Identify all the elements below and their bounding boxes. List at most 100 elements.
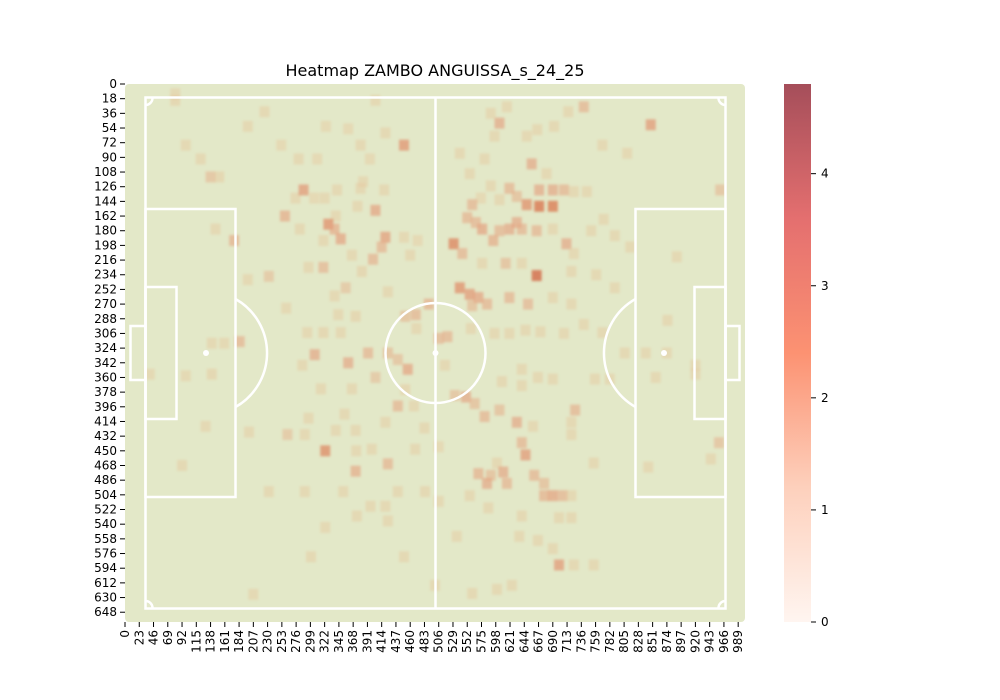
heatmap-cell <box>598 213 609 225</box>
heatmap-cell <box>671 251 682 263</box>
heatmap-cell <box>586 225 597 237</box>
corner-arc-bottom-left <box>145 599 154 609</box>
heatmap-cell <box>568 248 579 260</box>
heatmap-cell <box>449 389 460 401</box>
heatmap-cell <box>467 199 478 211</box>
heatmap-cell <box>521 130 532 142</box>
heatmap-cell <box>329 223 340 235</box>
heatmap-cell <box>516 380 527 392</box>
heatmap-cell <box>511 217 522 229</box>
heatmap-cell <box>170 88 181 100</box>
heatmap-cell <box>380 500 391 512</box>
x-tick-label: 759 <box>589 630 603 653</box>
heatmap-cell <box>400 384 411 396</box>
heatmap-cell <box>380 127 391 139</box>
heatmap-cell <box>650 371 661 383</box>
heatmap-cell <box>532 534 543 546</box>
heatmap-cell <box>263 486 274 498</box>
left-penalty-arc <box>234 297 269 409</box>
y-tick-label: 72 <box>102 136 117 150</box>
heatmap-cell <box>597 327 608 339</box>
heatmap-cell <box>366 443 377 455</box>
x-tick-label: 391 <box>360 630 374 653</box>
heatmap-cell <box>382 458 393 470</box>
heatmap-cell <box>609 230 620 242</box>
heatmap-cell <box>520 449 531 461</box>
x-axis: 0 23 46 69 92 115 138 161 184 207 230 253 276 299 322 3… <box>118 622 745 653</box>
x-tick-label: 529 <box>446 630 460 653</box>
heatmap-cell <box>563 106 574 118</box>
y-tick-label: 288 <box>94 312 117 326</box>
heatmap-cell <box>501 477 512 489</box>
heatmap-cell <box>382 347 393 359</box>
heatmap-cell <box>298 184 309 196</box>
y-tick-label: 180 <box>94 224 117 238</box>
x-tick-label: 414 <box>375 630 389 653</box>
centre-spot <box>432 350 439 356</box>
y-tick-label: 0 <box>109 77 117 91</box>
corner-arc-top-right <box>717 97 726 107</box>
heatmap-cell <box>339 408 350 420</box>
heatmap-cell <box>477 257 488 269</box>
x-tick-label: 667 <box>532 630 546 653</box>
x-tick-label: 115 <box>189 630 203 653</box>
heatmap-cell <box>379 184 390 196</box>
heatmap-cell <box>206 368 217 380</box>
heatmap-cell <box>370 204 381 216</box>
heatmap-cell <box>454 282 465 294</box>
heatmap-cell <box>343 123 354 135</box>
x-tick-label: 230 <box>261 630 275 653</box>
x-tick-label: 46 <box>147 630 161 645</box>
x-tick-label: 184 <box>232 630 246 653</box>
x-tick-label: 851 <box>646 630 660 653</box>
y-tick-label: 414 <box>94 414 117 428</box>
heatmap-cell <box>534 184 545 196</box>
heatmap-cell <box>350 465 361 477</box>
y-tick-label: 306 <box>94 326 117 340</box>
heatmap-cell <box>351 445 362 457</box>
colorbar-tick-label: 4 <box>821 167 829 181</box>
heatmap-cell <box>195 153 206 165</box>
x-tick-label: 161 <box>218 630 232 653</box>
heatmap-cell <box>333 309 344 321</box>
heatmap-cell <box>566 298 577 310</box>
y-tick-label: 594 <box>94 561 117 575</box>
heatmap-cell <box>382 286 393 298</box>
heatmap-cell <box>516 437 527 449</box>
heatmap-cell <box>516 510 527 522</box>
heatmap-cell <box>335 327 346 339</box>
heatmap-cell <box>662 314 673 326</box>
heatmap-cell <box>244 426 254 438</box>
colorbar-tick-label: 1 <box>821 503 829 517</box>
heatmap-cell <box>412 235 423 247</box>
y-tick-label: 216 <box>94 253 117 267</box>
heatmap-cell <box>516 363 527 375</box>
heatmap-cell <box>302 327 313 339</box>
y-tick-label: 54 <box>102 121 117 135</box>
x-tick-label: 276 <box>289 630 303 653</box>
heatmap-cell <box>514 530 525 542</box>
heatmap-cell <box>170 94 181 106</box>
heatmap-cell <box>609 282 620 294</box>
heatmap-cell <box>282 429 293 441</box>
heatmap-cell <box>713 437 724 449</box>
heatmap-cell <box>368 253 378 265</box>
y-tick-label: 504 <box>94 488 117 502</box>
heatmap-cell <box>392 354 403 366</box>
heatmap-cell <box>643 461 654 473</box>
heatmap-cell <box>470 217 481 229</box>
x-tick-label: 713 <box>560 630 574 653</box>
heatmap-cell <box>547 373 558 385</box>
heatmap-cell <box>489 130 500 142</box>
heatmap-cell <box>521 199 532 211</box>
heatmap-cell <box>494 194 505 206</box>
heatmap-cell <box>498 466 509 478</box>
x-tick-label: 897 <box>674 630 688 653</box>
heatmap-cell <box>229 235 240 247</box>
heatmap-cell <box>566 265 577 277</box>
heatmap-cell <box>356 265 367 277</box>
heatmap-cell <box>619 347 630 359</box>
heatmap-cell <box>554 512 564 524</box>
x-tick-label: 552 <box>460 630 474 653</box>
y-tick-label: 378 <box>94 385 117 399</box>
